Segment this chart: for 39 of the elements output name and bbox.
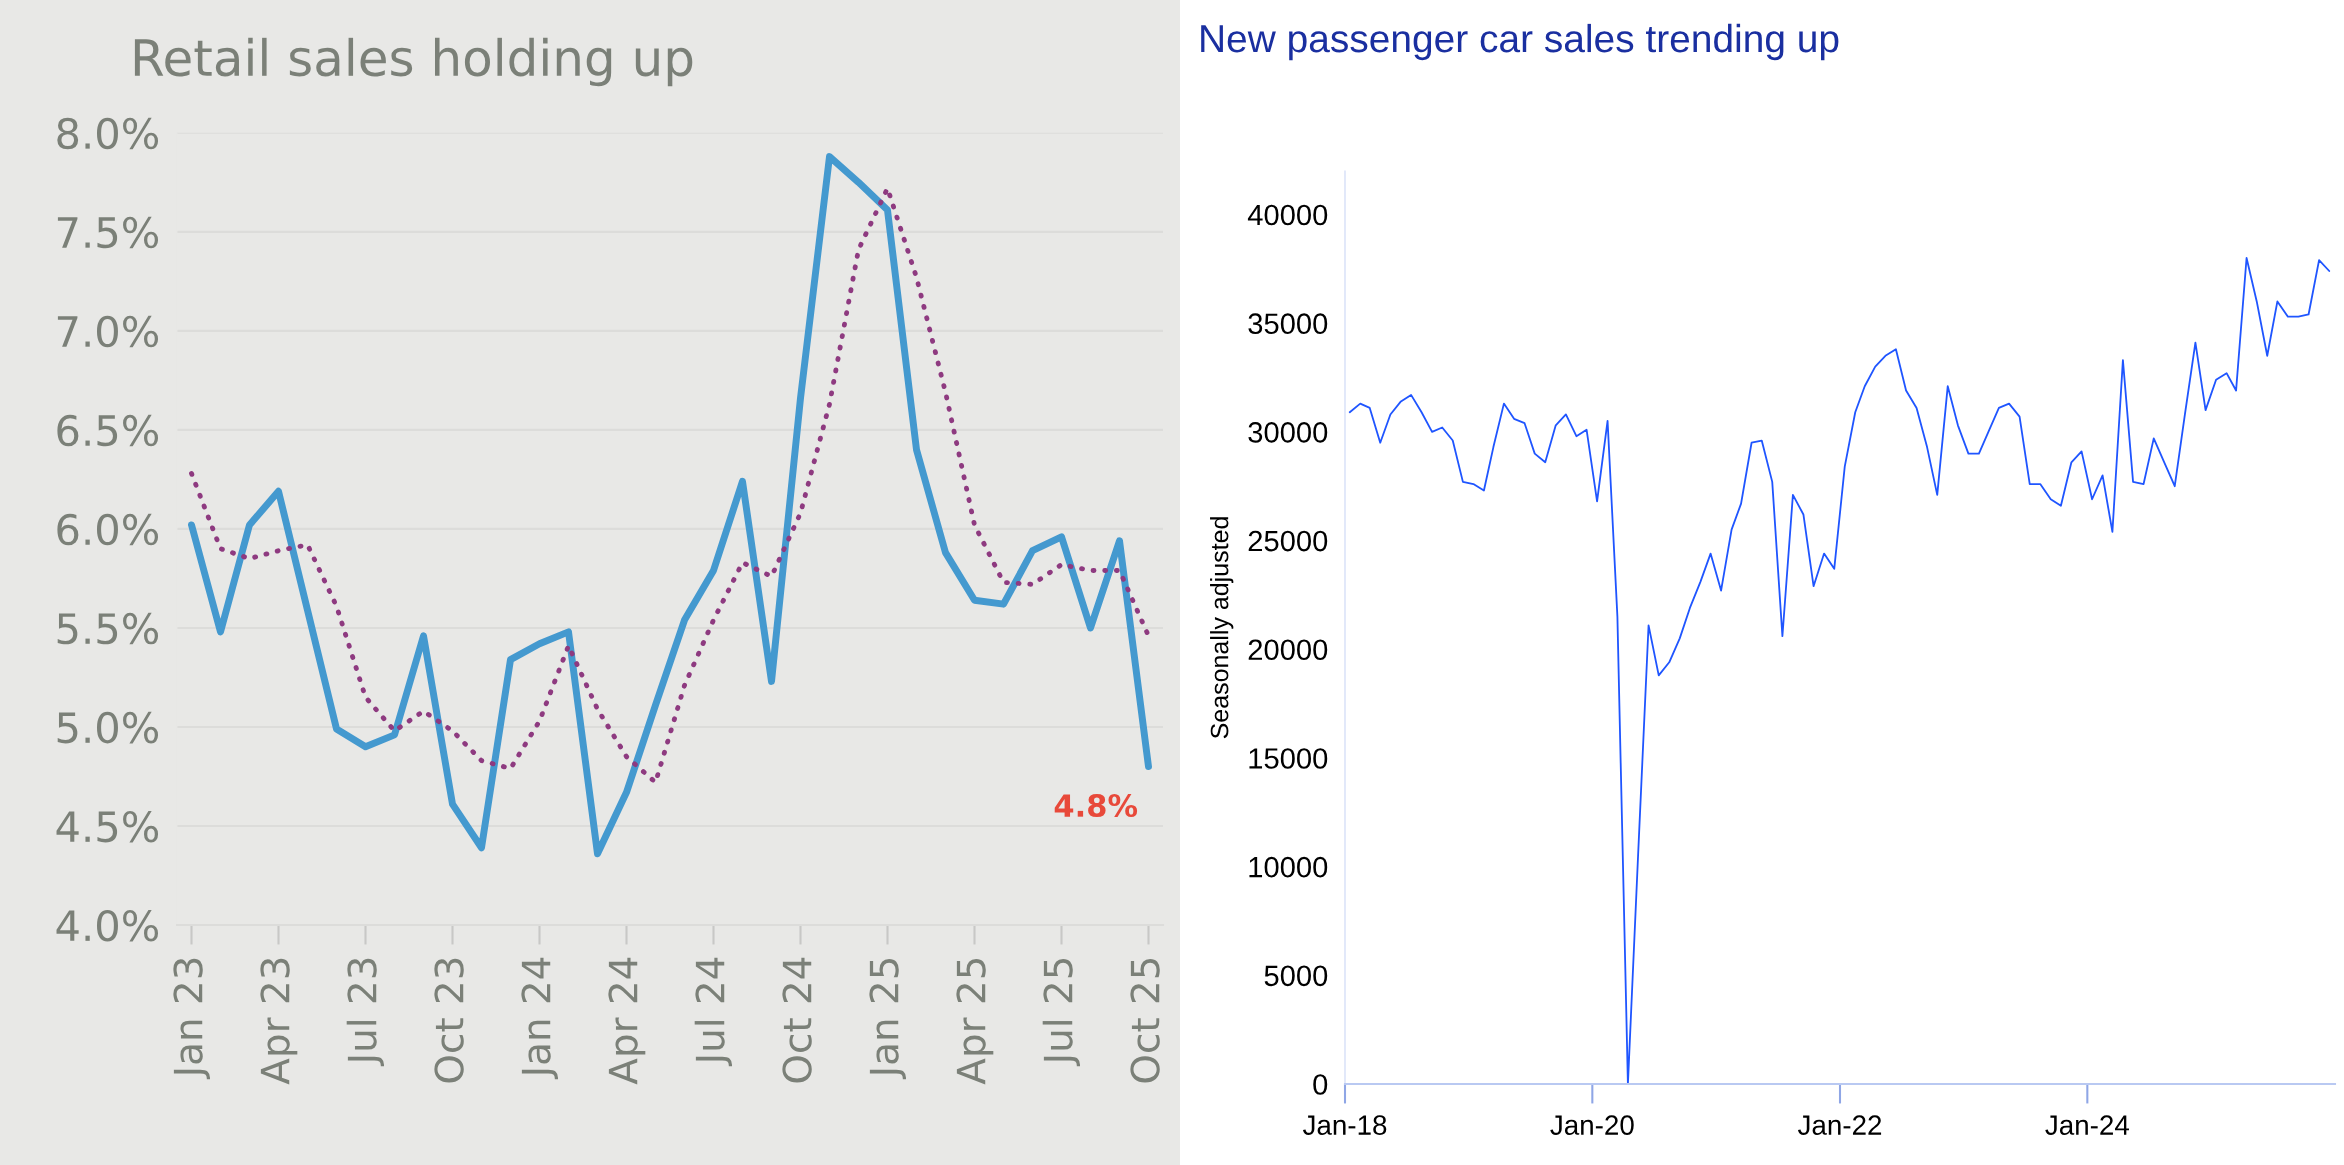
y-tick-label: 5000 [1264, 965, 1328, 987]
y-tick-label: 15000 [1249, 748, 1328, 769]
x-tick-label: Jul 23 [346, 958, 385, 1067]
annotation: 4.8% [1054, 793, 1138, 818]
x-tick-label: Jan 23 [173, 958, 211, 1080]
x-tick-label: Jan-24 [2045, 1115, 2129, 1135]
x-tick-label: Oct 25 [1130, 958, 1160, 1083]
x-tick-label: Apr 23 [260, 958, 298, 1085]
x-tick-label: Apr 25 [956, 958, 994, 1085]
x-tick-label: Oct 23 [434, 958, 464, 1083]
y-tick-label: 6.5% [57, 414, 159, 447]
y-tick-label: 5.0% [57, 711, 159, 744]
x-tick-label: Apr 24 [608, 957, 646, 1085]
y-tick-label: 30000 [1248, 422, 1328, 443]
x-tick-label: Jul 24 [694, 957, 733, 1067]
line-series [1348, 257, 2331, 1084]
y-tick-label: 10000 [1249, 856, 1328, 878]
x-tick-label: Jan-22 [1797, 1115, 1882, 1135]
y-tick-label: 8.0% [57, 117, 159, 150]
y-axis-title: Seasonally adjusted [1210, 517, 1234, 739]
y-tick-label: 35000 [1248, 313, 1328, 335]
y-tick-label: 0 [1313, 1074, 1328, 1095]
y-tick-label: 5.5% [57, 612, 159, 645]
x-tick-label: Jan 25 [869, 958, 907, 1080]
chart-title: New passenger car sales trending up [1201, 23, 1839, 61]
y-tick-label: 25000 [1248, 530, 1328, 552]
x-tick-label: Jul 25 [1042, 958, 1081, 1067]
y-tick-label: 4.0% [56, 909, 159, 942]
y-tick-label: 20000 [1248, 639, 1328, 661]
x-tick-label: Jan-20 [1550, 1115, 1634, 1135]
x-tick-label: Jan-18 [1302, 1115, 1387, 1135]
x-tick-label: Oct 24 [782, 957, 812, 1083]
y-tick-label: 4.5% [56, 810, 159, 843]
y-tick-label: 7.5% [57, 216, 159, 249]
y-tick-label: 6.0% [57, 513, 159, 546]
y-tick-label: 40000 [1247, 204, 1328, 226]
y-tick-label: 7.0% [57, 315, 159, 348]
chart-title: Retail sales holding up [134, 37, 693, 87]
x-tick-label: Jan 24 [521, 957, 559, 1080]
